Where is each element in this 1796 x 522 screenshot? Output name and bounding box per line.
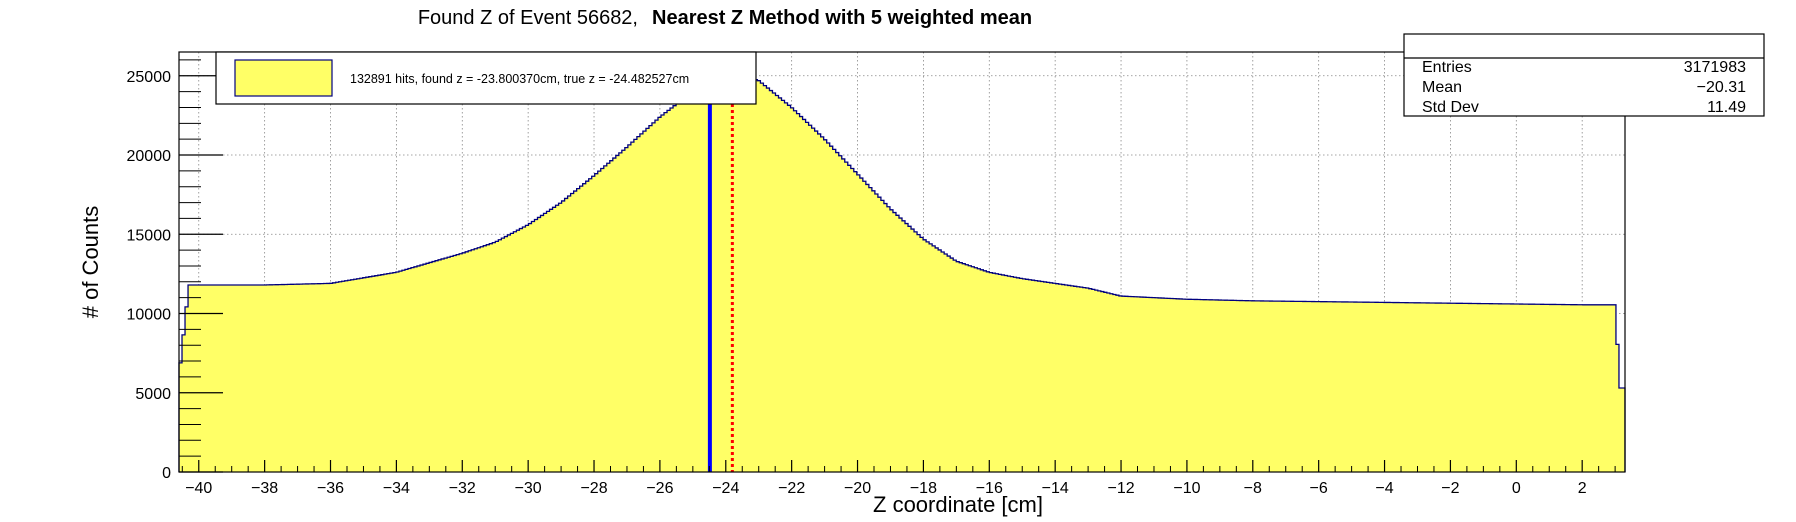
x-tick-label: −40 [185, 480, 212, 497]
stats-frame [1403, 33, 1765, 117]
y-axis: 0 5000 10000 15000 20000 25000 [127, 59, 223, 482]
chart-title-bold: Nearest Z Method with 5 weighted mean [652, 7, 1032, 29]
x-tick-label: 2 [1578, 480, 1587, 497]
marker-lines [707, 104, 734, 472]
x-tick-label: −28 [580, 480, 607, 497]
legend: 132891 hits, found z = -23.800370cm, tru… [215, 51, 757, 105]
histogram-outline [178, 75, 1626, 472]
x-tick-label: −26 [646, 480, 673, 497]
x-tick-label: −2 [1441, 480, 1459, 497]
x-tick-label: −24 [712, 480, 739, 497]
x-tick-label: −8 [1244, 480, 1262, 497]
x-axis: −40 −38 −36 −34 −32 −30 −28 −26 −24 −22 −20 −18 −16−… [181, 460, 1616, 497]
legend-label: 132891 hits, found z = -23.800370cm, tru… [350, 72, 689, 86]
x-tick-label: −22 [778, 480, 805, 497]
x-tick-label: −16 [976, 480, 1003, 497]
stats-entries-label: Entries [1422, 59, 1472, 76]
histogram-fill [179, 75, 1625, 472]
chart-title-regular: Found Z of Event 56682, [418, 7, 638, 29]
x-tick-label: −36 [317, 480, 344, 497]
stats-stddev-value: 11.49 [1707, 99, 1746, 116]
x-tick-label: −30 [515, 480, 542, 497]
x-tick-label: −32 [449, 480, 476, 497]
y-axis-label: # of Counts [78, 206, 103, 319]
x-tick-label: −6 [1310, 480, 1328, 497]
y-tick-label: 20000 [127, 148, 172, 165]
x-tick-label: −12 [1107, 480, 1134, 497]
x-tick-label: −18 [910, 480, 937, 497]
x-tick-label: −34 [383, 480, 410, 497]
x-tick-label: −10 [1173, 480, 1200, 497]
y-tick-label: 15000 [127, 227, 172, 244]
x-tick-label: 0 [1512, 480, 1521, 497]
plot-frame [178, 51, 1626, 473]
stats-box: Entries 3171983 Mean −20.31 Std Dev 11.4… [1403, 33, 1765, 117]
stats-entries-value: 3171983 [1684, 59, 1746, 76]
x-tick-label: −38 [251, 480, 278, 497]
stats-stddev-label: Std Dev [1422, 99, 1479, 116]
x-axis-label: Z coordinate [cm] [873, 492, 1043, 517]
y-tick-label: 10000 [127, 307, 172, 324]
y-tick-label: 5000 [135, 386, 171, 403]
y-tick-label: 0 [162, 465, 171, 482]
y-tick-label: 25000 [127, 69, 172, 86]
x-tick-label: −14 [1042, 480, 1069, 497]
x-tick-label: −4 [1375, 480, 1393, 497]
stats-mean-value: −20.31 [1697, 79, 1746, 96]
legend-swatch [234, 59, 333, 97]
x-tick-label: −20 [844, 480, 871, 497]
stats-mean-label: Mean [1422, 79, 1462, 96]
